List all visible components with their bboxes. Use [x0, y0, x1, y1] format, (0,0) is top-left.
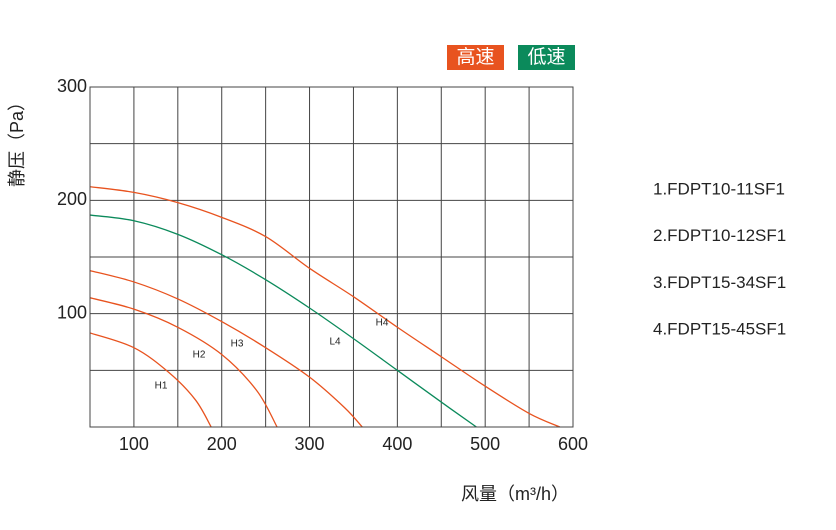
curve-label: H1 [155, 381, 168, 392]
x-tick-label: 500 [470, 434, 500, 454]
curve-label: H3 [231, 339, 244, 350]
curve [89, 297, 278, 428]
model-label: 1.FDPT10-11SF1 [653, 179, 785, 198]
x-tick-label: 200 [207, 434, 237, 454]
model-label: 2.FDPT10-12SF1 [653, 226, 786, 245]
curve [89, 214, 477, 428]
plot-frame [89, 86, 574, 428]
y-tick-label: 200 [57, 189, 87, 209]
x-tick-label: 100 [119, 434, 149, 454]
curve [89, 332, 212, 428]
x-tick-label: 300 [295, 434, 325, 454]
y-tick-label: 300 [57, 76, 87, 96]
curve [89, 269, 363, 428]
model-label: 4.FDPT15-45SF1 [653, 320, 786, 339]
curve-label: H2 [193, 350, 206, 361]
y-tick-label: 100 [57, 302, 87, 322]
curve-label: L4 [329, 337, 341, 348]
legend-swatch [447, 45, 504, 70]
legend-swatch [518, 45, 575, 70]
model-label: 3.FDPT15-34SF1 [653, 273, 786, 292]
x-tick-label: 600 [558, 434, 588, 454]
y-axis-label: 静压（Pa） [7, 93, 27, 187]
curve [89, 186, 561, 428]
curve-label: H4 [376, 318, 389, 329]
legend-label: 高速 [456, 46, 494, 68]
x-tick-label: 400 [382, 434, 412, 454]
x-axis-label: 风量（m³/h） [461, 484, 569, 504]
legend-label: 低速 [527, 46, 565, 68]
